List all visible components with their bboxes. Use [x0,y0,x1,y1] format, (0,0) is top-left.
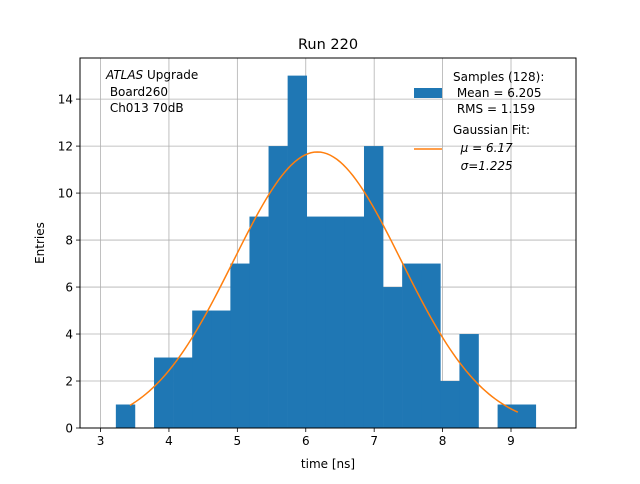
histogram-bar [115,404,136,428]
histogram-bar [325,216,346,428]
histogram-bar [249,216,269,428]
legend-fit-line-1: Gaussian Fit: [453,123,530,137]
histogram-bar [230,263,250,428]
x-tick-label: 9 [507,434,515,448]
y-tick-label: 6 [65,281,73,295]
x-ticks: 3 4 5 6 7 8 9 [97,428,515,448]
histogram-bar [421,263,441,428]
histogram-bar [459,334,479,428]
x-tick-label: 5 [234,434,242,448]
y-tick-label: 2 [65,375,73,389]
y-axis-label: Entries [33,222,47,264]
histogram-bar [497,404,517,428]
y-tick-label: 12 [58,140,73,154]
legend-fit-line-3: σ=1.225 [453,159,513,173]
annotation-line-2: Board260 [106,85,168,99]
gaussian-fit [129,151,519,413]
y-tick-label: 8 [65,234,73,248]
x-axis-label: time [ns] [301,457,355,471]
y-ticks: 0 2 4 6 8 10 12 14 [58,93,80,436]
histogram-bar [306,216,327,428]
annotation-atlas: ATLAS [105,68,144,82]
histogram-bar [211,310,231,428]
x-tick-label: 3 [97,434,105,448]
histogram-bar [363,146,384,428]
y-tick-label: 4 [65,328,73,342]
histogram-bar [383,287,403,428]
gaussian-fit-line [129,151,519,413]
histogram-bar [516,404,537,428]
legend-samples-line-2: Mean = 6.205 [453,86,542,100]
legend-bar-swatch [414,88,442,98]
x-tick-label: 6 [302,434,310,448]
histogram-bar [402,263,422,428]
x-tick-label: 8 [439,434,447,448]
legend: Samples (128): Mean = 6.205 RMS = 1.159 … [414,70,544,173]
chart-title: Run 220 [298,37,358,53]
y-tick-label: 14 [58,93,73,107]
legend-fit-line-2: μ = 6.17 [453,141,513,155]
y-tick-label: 0 [65,422,73,436]
histogram-bar [287,75,308,428]
y-tick-label: 10 [58,187,73,201]
x-tick-label: 4 [165,434,173,448]
legend-samples-line-1: Samples (128): [453,70,544,84]
histogram-bar [344,216,365,428]
histogram-bar [440,381,460,428]
plot-frame [79,57,577,429]
histogram-bar [268,146,288,428]
x-tick-label: 7 [370,434,378,448]
histogram-bar [154,357,174,428]
histogram-bar [173,357,193,428]
annotation-upgrade: Upgrade [143,68,198,82]
atlas-annotation: ATLAS Upgrade Board260 Ch013 70dB [105,68,198,115]
annotation-line-1: ATLAS Upgrade [105,68,198,82]
legend-samples-line-3: RMS = 1.159 [453,102,535,116]
histogram-bar [192,310,212,428]
annotation-line-3: Ch013 70dB [106,101,184,115]
